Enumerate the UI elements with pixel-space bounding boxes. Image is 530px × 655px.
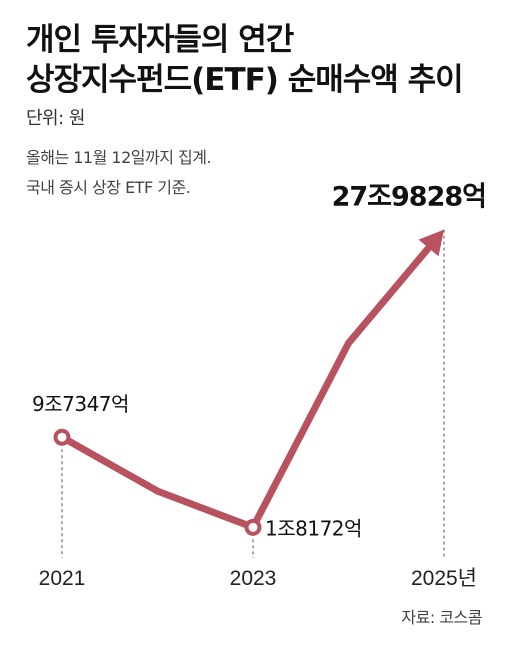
note-line-1: 올해는 11월 12일까지 집계. [26,148,212,167]
arrow-head [418,229,444,257]
source-label: 자료: 코스콤 [401,608,482,627]
series-line [58,242,434,531]
chart-title: 개인 투자자들의 연간 상장지수펀드(ETF) 순매수액 추이 [26,20,464,100]
data-label-2023: 1조8172억 [265,516,362,540]
note-line-2: 국내 증시 상장 ETF 기준. [26,178,191,197]
chart-title-line2: 상장지수펀드(ETF) 순매수액 추이 [26,62,464,98]
data-point-2023 [244,518,262,536]
unit-label: 단위: 원 [26,108,85,129]
x-tick-label-2025: 2025년 [411,567,477,590]
x-tick-label-2023: 2023 [230,567,277,590]
data-label-2025: 27조9828억 [332,182,486,213]
chart-title-line1: 개인 투자자들의 연간 [26,22,294,58]
data-point-2021 [53,428,71,446]
data-label-2021: 9조7347억 [32,392,129,416]
x-tick-label-2021: 2021 [39,567,86,590]
